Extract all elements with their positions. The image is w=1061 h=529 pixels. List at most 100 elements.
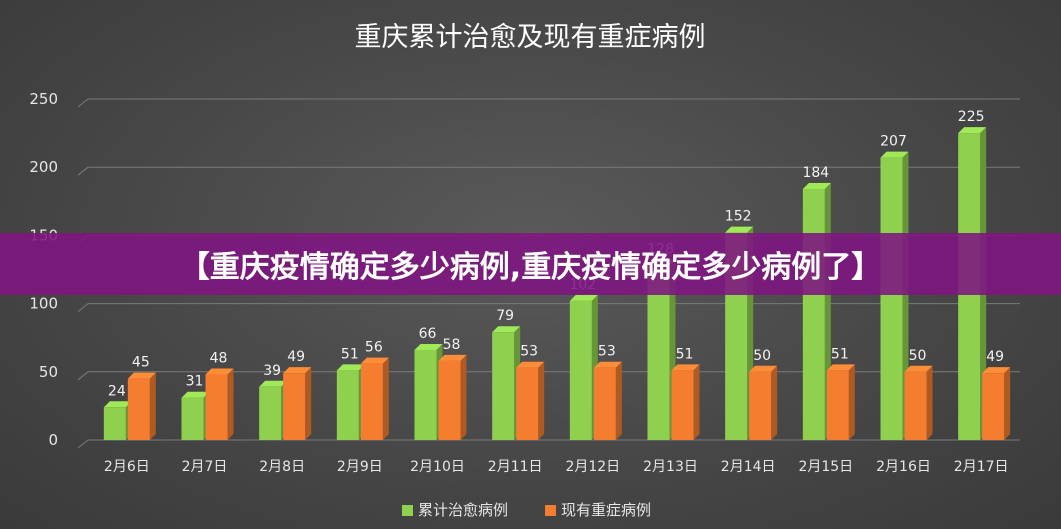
bar-front bbox=[127, 378, 150, 440]
bar-front bbox=[259, 386, 282, 440]
bar-top bbox=[982, 367, 1011, 374]
legend: 累计治愈病例 现有重症病例 bbox=[402, 501, 651, 519]
bar-front bbox=[569, 300, 592, 440]
bar-side bbox=[382, 357, 389, 440]
bar-side bbox=[149, 372, 156, 440]
bar-cured bbox=[181, 391, 210, 440]
bar-severe bbox=[671, 364, 700, 440]
bar-side bbox=[615, 361, 622, 440]
y-tick-label: 100 bbox=[29, 295, 58, 313]
chart-title: 重庆累计治愈及现有重症病例 bbox=[355, 22, 706, 53]
bar-cured bbox=[802, 183, 831, 441]
data-label: 51 bbox=[831, 346, 849, 362]
bar-side bbox=[771, 365, 778, 440]
bar-side bbox=[848, 364, 855, 440]
bar-top bbox=[336, 364, 365, 371]
x-tick-label: 2月13日 bbox=[643, 459, 698, 475]
bar-severe bbox=[826, 364, 855, 440]
bar-front bbox=[982, 373, 1005, 440]
y-tick-label: 0 bbox=[48, 431, 58, 449]
legend-swatch-severe bbox=[545, 505, 556, 516]
bar-front bbox=[103, 407, 126, 440]
bar-front bbox=[360, 363, 383, 440]
gridline-depth bbox=[77, 439, 89, 449]
bar-side bbox=[693, 364, 700, 440]
bar-top bbox=[360, 357, 389, 364]
bar-severe bbox=[749, 365, 778, 440]
bar-top bbox=[414, 343, 443, 350]
x-tick-label: 2月17日 bbox=[954, 459, 1009, 475]
bar-severe bbox=[904, 365, 933, 440]
bar-top bbox=[671, 364, 700, 371]
data-label: 53 bbox=[520, 344, 538, 360]
bar-side bbox=[902, 151, 909, 441]
data-label: 49 bbox=[287, 349, 305, 365]
data-label: 79 bbox=[496, 308, 514, 324]
bar-severe bbox=[283, 367, 312, 440]
data-label: 53 bbox=[598, 344, 616, 360]
bar-front bbox=[904, 371, 927, 440]
bar-front bbox=[516, 367, 539, 440]
banner-text: 【重庆疫情确定多少病例,重庆疫情确定多少病例了】 bbox=[179, 250, 882, 285]
y-tick-label: 50 bbox=[39, 363, 58, 381]
y-tick-label: 250 bbox=[29, 90, 58, 108]
data-label: 50 bbox=[909, 348, 927, 364]
bar-side bbox=[1004, 367, 1011, 440]
bar-top bbox=[259, 380, 288, 387]
x-tick-label: 2月16日 bbox=[876, 459, 931, 475]
legend-label-cured: 累计治愈病例 bbox=[418, 501, 508, 519]
data-label: 225 bbox=[958, 109, 985, 125]
data-label: 58 bbox=[443, 337, 461, 353]
bar-side bbox=[227, 368, 234, 440]
bar-severe bbox=[438, 354, 467, 440]
data-label: 51 bbox=[341, 346, 359, 362]
gridline-depth bbox=[77, 98, 89, 108]
bar-front bbox=[181, 397, 204, 440]
data-label: 31 bbox=[186, 374, 204, 390]
bars bbox=[103, 127, 1011, 441]
bar-front bbox=[671, 370, 694, 440]
legend-label-severe: 现有重症病例 bbox=[561, 501, 651, 519]
bar-top bbox=[802, 183, 831, 190]
data-label: 50 bbox=[753, 348, 771, 364]
bar-front bbox=[492, 332, 515, 440]
bar-front bbox=[283, 373, 306, 440]
bar-side bbox=[538, 361, 545, 440]
gridline-depth bbox=[77, 303, 89, 312]
bar-side bbox=[460, 354, 467, 440]
bar-severe bbox=[982, 367, 1011, 440]
bar-severe bbox=[360, 357, 389, 440]
gridline-depth bbox=[77, 166, 89, 176]
bar-front bbox=[336, 370, 359, 440]
bar-front bbox=[749, 371, 772, 440]
x-tick-label: 2月6日 bbox=[104, 459, 150, 475]
bar-cured bbox=[259, 380, 288, 440]
bar-front bbox=[880, 157, 903, 441]
bar-top bbox=[826, 364, 855, 371]
bar-top bbox=[516, 361, 545, 368]
bar-top bbox=[283, 367, 312, 374]
bar-side bbox=[926, 365, 933, 440]
bar-cured bbox=[569, 294, 598, 440]
bar-front bbox=[802, 189, 825, 440]
data-label: 207 bbox=[880, 134, 907, 150]
y-tick-label: 200 bbox=[29, 158, 58, 176]
bar-top bbox=[904, 365, 933, 372]
bar-front bbox=[205, 374, 228, 440]
x-tick-label: 2月14日 bbox=[721, 459, 776, 475]
bar-severe bbox=[205, 368, 234, 440]
bar-top bbox=[181, 391, 210, 398]
bar-top bbox=[593, 361, 622, 368]
data-label: 39 bbox=[263, 363, 281, 379]
overlay-banner: 【重庆疫情确定多少病例,重庆疫情确定多少病例了】 bbox=[0, 233, 1061, 295]
x-tick-label: 2月15日 bbox=[798, 459, 853, 475]
legend-swatch-cured bbox=[402, 505, 413, 516]
bar-cured bbox=[492, 326, 521, 440]
bar-top bbox=[749, 365, 778, 372]
data-label: 49 bbox=[986, 349, 1004, 365]
bar-top bbox=[958, 127, 987, 134]
bar-cured bbox=[414, 343, 443, 440]
bar-top bbox=[103, 401, 132, 408]
data-label: 48 bbox=[210, 351, 228, 367]
